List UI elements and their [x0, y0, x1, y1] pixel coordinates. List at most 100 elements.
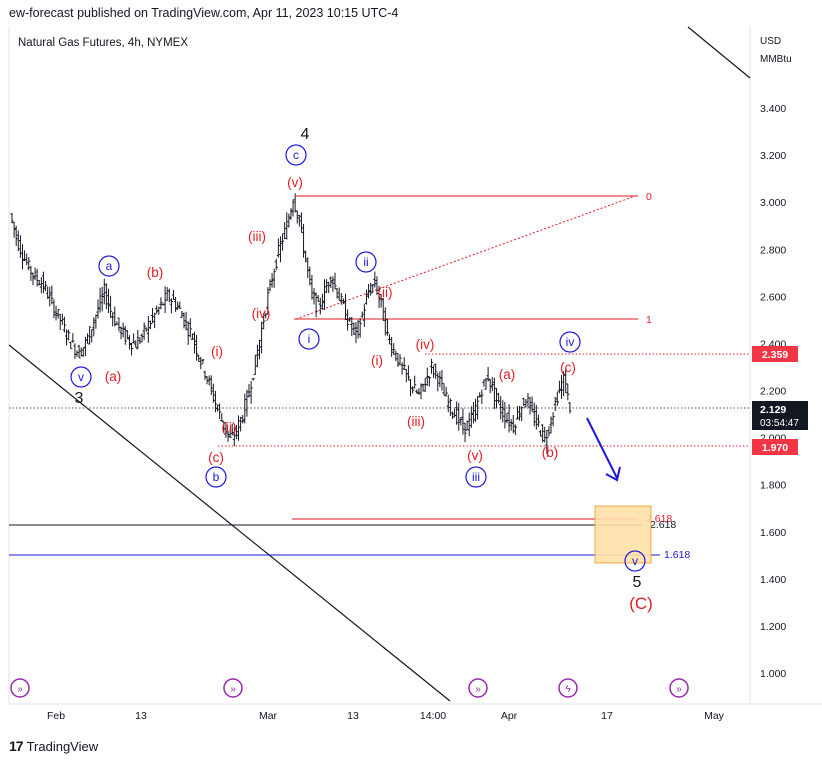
candle-bar — [232, 426, 236, 447]
y-tick-label: 3.200 — [760, 150, 786, 162]
y-tick-label: 1.600 — [760, 527, 786, 539]
event-marker-3[interactable]: » — [468, 678, 488, 698]
candle-bar — [190, 333, 194, 340]
tradingview-logo[interactable]: 17 TradingView — [9, 738, 98, 754]
x-tick-label: 14:00 — [420, 710, 446, 722]
wave-label-red-iv-2: (iv) — [416, 337, 435, 352]
candle-bar — [348, 317, 352, 322]
event-marker-2[interactable]: » — [223, 678, 243, 698]
candle-bar — [25, 253, 29, 266]
candle-bar — [541, 424, 545, 443]
candle-bar — [301, 223, 306, 258]
event-marker-4[interactable]: ϟ — [558, 678, 578, 698]
candle-bar — [199, 356, 203, 370]
candle-bar — [79, 347, 83, 357]
candle-bar — [486, 366, 490, 382]
svg-text:»: » — [475, 684, 481, 695]
candle-bar — [157, 306, 161, 315]
candle-bar — [262, 312, 266, 330]
candle-bar — [207, 375, 211, 386]
candle-bar — [155, 305, 159, 314]
candle-bar — [251, 378, 255, 381]
wave-label-red-C-major: (C) — [629, 594, 653, 613]
upper-trend-line — [687, 26, 751, 79]
candle-bar — [364, 289, 369, 305]
candle-bar — [163, 286, 167, 314]
fib-label-0: 0 — [646, 191, 652, 203]
candle-bar — [69, 341, 73, 349]
candle-bar — [322, 279, 327, 311]
candle-bar — [316, 294, 320, 302]
candle-bar — [515, 406, 520, 420]
wave-label-blue-v: v — [78, 370, 84, 384]
wave-label-red-iv-1: (iv) — [252, 306, 271, 321]
candle-bar — [236, 415, 241, 441]
candle-bar — [383, 307, 387, 336]
candle-bar — [121, 322, 125, 338]
wave-label-red-a: (a) — [105, 369, 122, 384]
wave-label-black-5: 5 — [633, 574, 642, 591]
candle-bar — [33, 267, 37, 281]
candle-bar — [134, 340, 138, 348]
candle-bar — [259, 321, 264, 354]
candle-bar — [562, 371, 566, 397]
candle-bar — [417, 388, 421, 395]
candle-bar — [392, 343, 396, 355]
candle-bar — [396, 352, 400, 367]
candle-bar — [480, 389, 484, 405]
candle-bar — [513, 424, 517, 436]
candle-bar — [501, 400, 505, 423]
candle-bar — [14, 225, 18, 247]
candle-bar — [144, 327, 148, 332]
candle-bar — [245, 389, 249, 417]
candle-bar — [264, 312, 268, 319]
svg-text:2.359: 2.359 — [762, 349, 788, 361]
tradingview-logo-icon: 17 — [9, 738, 24, 754]
candle-bar — [142, 322, 146, 340]
price-axis-unit-top: USD — [760, 36, 781, 47]
candle-bar — [555, 391, 559, 406]
candle-bar — [169, 298, 174, 314]
candle-bar — [280, 233, 285, 251]
svg-text:»: » — [676, 684, 682, 695]
candle-bar — [446, 394, 450, 413]
candle-bar — [119, 326, 123, 340]
event-marker-5[interactable]: » — [669, 678, 689, 698]
candle-bar — [188, 318, 192, 338]
candle-bar — [425, 367, 429, 387]
candle-bar — [127, 335, 132, 350]
price-axis[interactable]: 3.4003.2003.0002.8002.6002.4002.2002.000… — [760, 103, 786, 680]
candle-bar — [123, 326, 127, 345]
candle-bar — [35, 268, 39, 287]
candle-bar — [75, 350, 79, 358]
event-markers[interactable]: » » » ϟ » — [10, 678, 689, 698]
candle-bar — [459, 417, 463, 426]
candle-bar — [306, 257, 310, 279]
candle-bar — [505, 412, 509, 424]
candle-bar — [543, 426, 547, 443]
candle-bar — [194, 334, 199, 361]
wave-label-red-a-2: (a) — [499, 367, 516, 382]
candle-bar — [98, 287, 102, 313]
candle-bar — [369, 282, 373, 296]
time-axis[interactable]: Feb 13 Mar 13 14:00 Apr 17 May — [47, 710, 725, 722]
candle-bar — [310, 274, 314, 300]
candle-bar — [343, 293, 348, 321]
candle-bar — [192, 331, 197, 354]
wave-label-red-i-2: (i) — [371, 353, 383, 368]
candle-bar — [341, 298, 345, 305]
candle-bar — [125, 329, 129, 340]
candle-bar — [92, 317, 96, 337]
candle-bar — [538, 430, 543, 437]
wave-label-red-v-2: (v) — [467, 448, 483, 463]
candle-bar — [67, 329, 71, 341]
candle-bar — [350, 316, 354, 337]
candle-bar — [503, 401, 507, 429]
wave-label-blue-b: b — [213, 470, 220, 484]
candle-bar — [268, 279, 272, 292]
candle-bar — [488, 378, 492, 394]
candle-bar — [117, 317, 121, 332]
event-marker-1[interactable]: » — [10, 678, 30, 698]
wave-label-red-v-1: (v) — [287, 175, 303, 190]
